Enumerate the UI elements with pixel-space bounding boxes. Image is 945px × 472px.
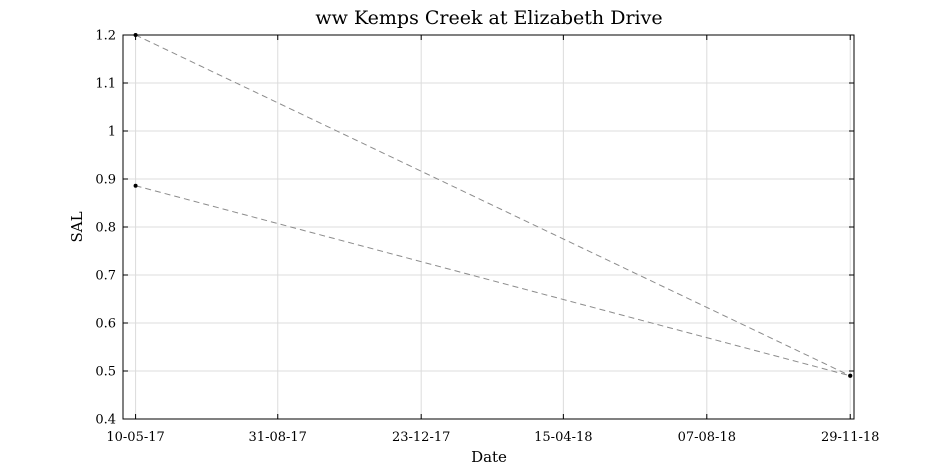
series-line: [135, 185, 851, 377]
x-tick-label: 31-08-17: [249, 430, 307, 445]
y-tick-label: 1.1: [95, 77, 116, 92]
x-tick-label: 15-04-18: [534, 430, 592, 445]
y-tick-label: 1.2: [95, 29, 116, 44]
y-axis-label: SAL: [68, 211, 86, 242]
data-point: [848, 373, 853, 378]
y-tick-label: 0.4: [95, 413, 116, 428]
grid: [123, 34, 854, 420]
chart-title: ww Kemps Creek at Elizabeth Drive: [315, 7, 662, 29]
y-tick-label: 0.8: [95, 221, 116, 236]
x-tick-label: 10-05-17: [106, 430, 164, 445]
y-tick-label: 0.5: [95, 365, 116, 380]
tick-labels: 0.4 0.5 0.6 0.7 0.8 0.9 1 1.1 1.2 10-05-17 31-08-1…: [95, 29, 879, 446]
plot-frame: [122, 34, 855, 420]
y-tick-label: 0.9: [95, 173, 116, 188]
series-line: [135, 34, 851, 377]
x-tick-label: 07-08-18: [678, 430, 736, 445]
axes: [122, 34, 855, 420]
data-point: [133, 183, 138, 188]
x-axis-label: Date: [471, 448, 507, 466]
y-tick-label: 0.6: [95, 317, 116, 332]
x-tick-label: 29-11-18: [821, 430, 879, 445]
y-tick-label: 0.7: [95, 269, 116, 284]
y-tick-label: 1: [108, 125, 116, 140]
x-tick-label: 23-12-17: [392, 430, 450, 445]
series-group: [133, 33, 853, 378]
